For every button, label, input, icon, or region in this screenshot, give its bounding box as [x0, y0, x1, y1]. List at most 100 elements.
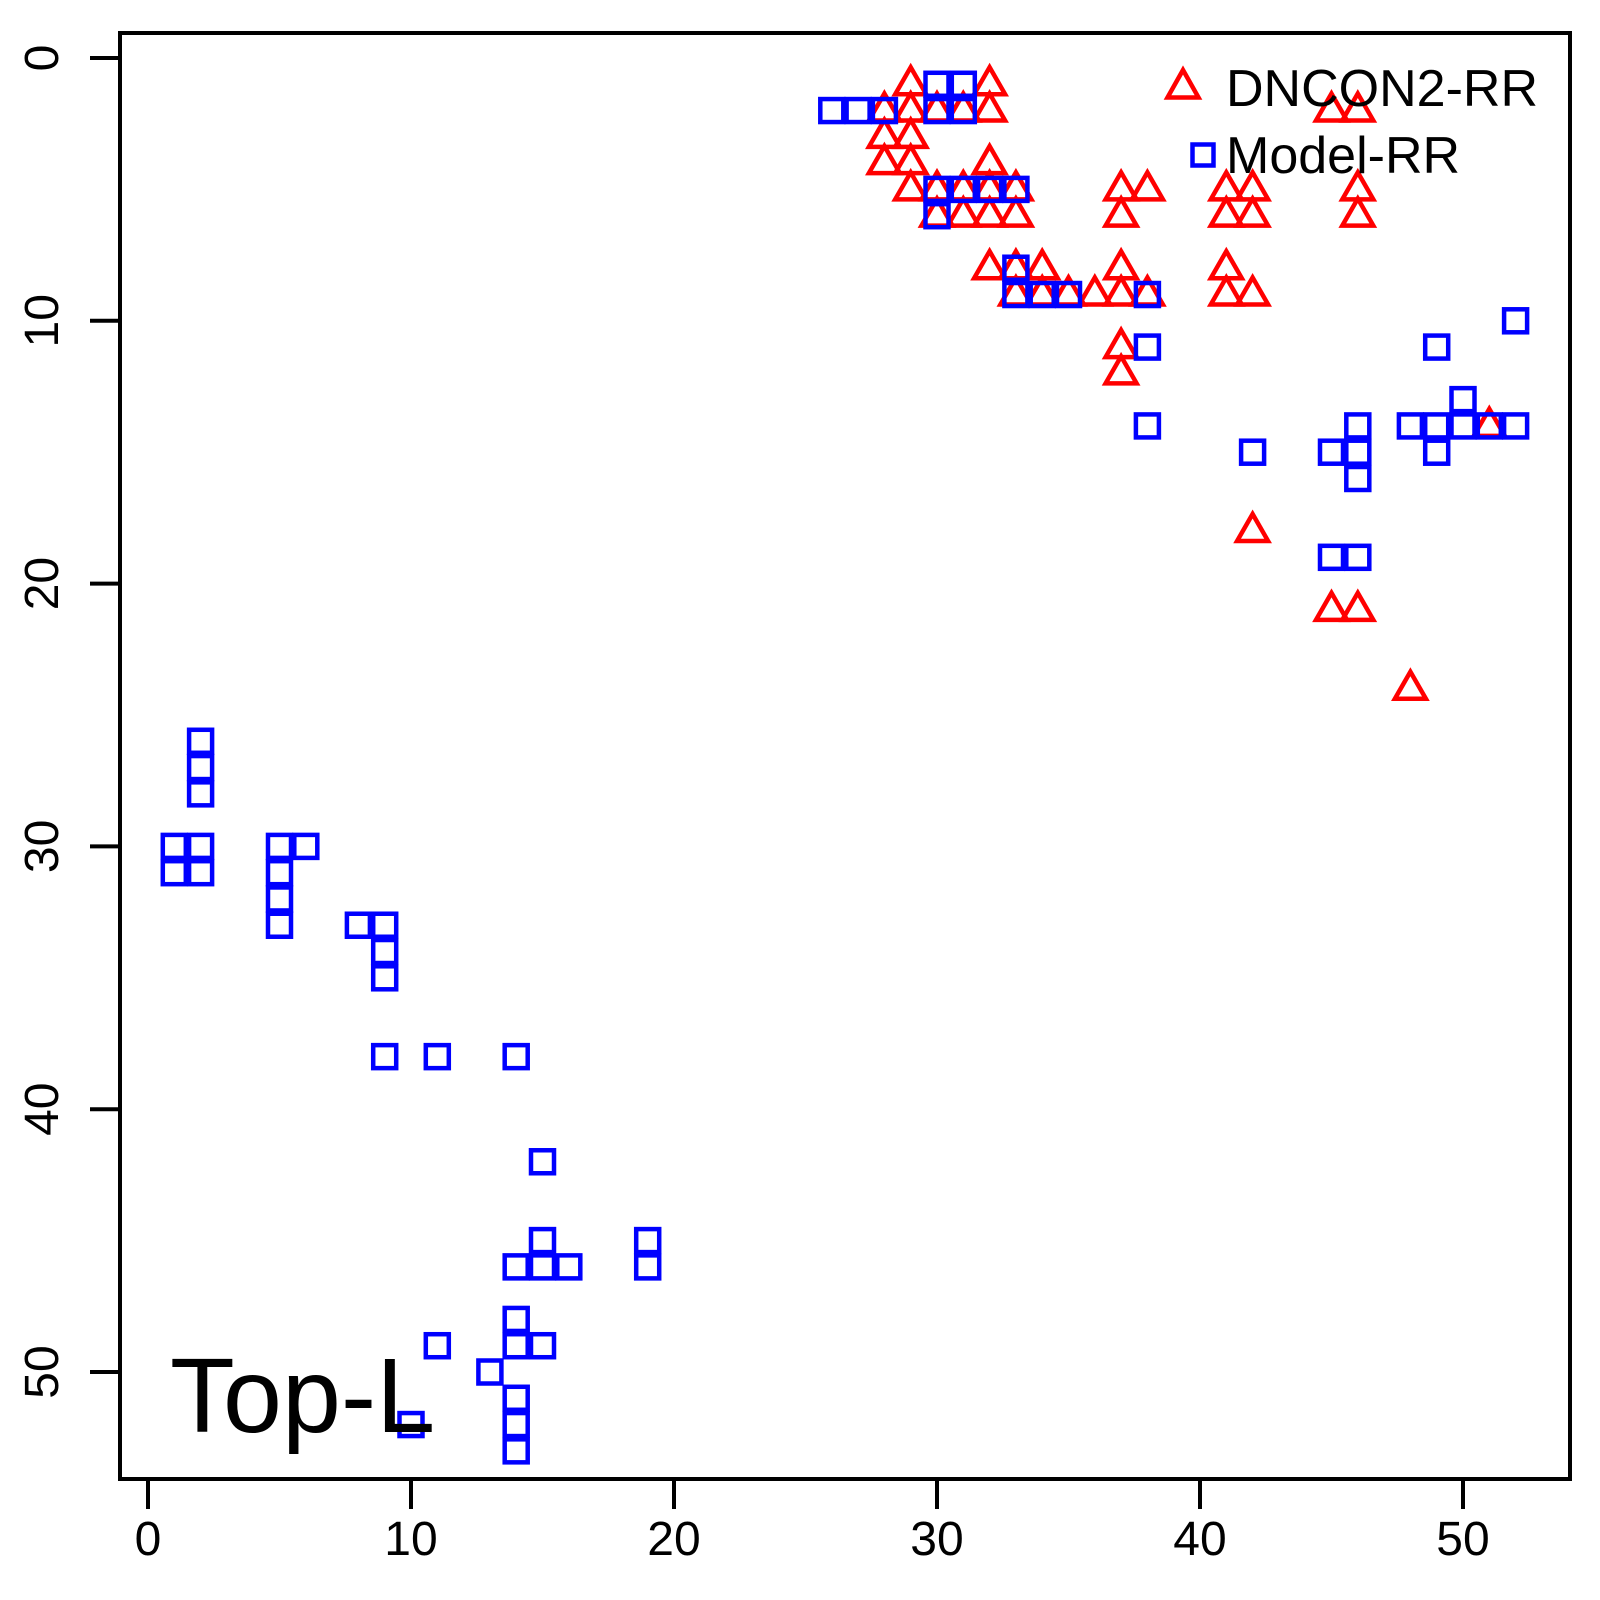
triangle-marker [1101, 194, 1141, 228]
square-marker [1028, 280, 1056, 309]
square-marker [423, 1331, 452, 1360]
square-marker [1002, 175, 1030, 204]
square-marker [555, 1253, 583, 1281]
square-marker [923, 70, 951, 99]
square-marker [949, 70, 978, 99]
square-marker [633, 1226, 662, 1255]
square-marker [528, 1331, 557, 1360]
triangle-marker [891, 167, 931, 202]
series-model-rr [160, 70, 1530, 1465]
x-tick-label: 30 [910, 1513, 963, 1566]
square-marker [502, 1437, 530, 1465]
square-marker [1002, 254, 1030, 282]
square-marker [344, 911, 373, 939]
square-marker [502, 1253, 530, 1281]
triangle-marker [1233, 273, 1272, 307]
square-marker [870, 96, 899, 125]
square-marker [528, 1226, 557, 1255]
triangle-marker [1206, 273, 1246, 307]
square-marker [1449, 385, 1477, 414]
square-marker [370, 1042, 399, 1071]
triangle-marker [996, 194, 1036, 228]
square-marker [923, 201, 951, 230]
square-marker [370, 911, 399, 939]
square-marker [1133, 280, 1162, 309]
square-marker [1422, 438, 1451, 466]
square-marker [160, 858, 189, 887]
square-marker [1501, 412, 1530, 440]
legend-label-dncon2: DNCON2-RR [1226, 60, 1538, 118]
square-marker [476, 1358, 504, 1386]
x-tick-label: 10 [384, 1513, 437, 1566]
triangle-marker [1101, 273, 1141, 307]
square-marker [949, 96, 978, 125]
triangle-marker [1338, 588, 1378, 623]
triangle-marker [970, 89, 1009, 123]
square-marker [186, 780, 215, 808]
triangle-marker [1312, 89, 1351, 123]
x-tick-label: 50 [1436, 1513, 1489, 1566]
y-axis: 0 10 20 30 40 50 [16, 45, 120, 1399]
square-marker [1422, 412, 1451, 440]
square-marker [397, 1410, 425, 1439]
triangle-marker [970, 194, 1009, 228]
square-marker [1238, 438, 1267, 466]
square-marker [1317, 438, 1346, 466]
triangle-marker [1391, 667, 1430, 701]
legend-triangle-icon [1163, 65, 1203, 100]
square-marker [186, 832, 215, 861]
triangle-marker [970, 246, 1009, 281]
triangle-marker [1233, 509, 1272, 544]
y-tick-label: 0 [16, 45, 69, 72]
y-tick-label: 20 [16, 557, 69, 610]
square-marker [633, 1253, 662, 1281]
square-marker [423, 1042, 452, 1071]
triangle-marker [1206, 194, 1246, 228]
x-tick-label: 20 [647, 1513, 700, 1566]
square-marker [528, 1253, 557, 1281]
square-marker [923, 96, 951, 125]
triangle-marker [1312, 588, 1351, 623]
square-marker [370, 937, 399, 966]
square-marker [186, 727, 215, 756]
square-marker [265, 911, 294, 939]
square-marker [923, 175, 951, 204]
square-marker [1475, 412, 1504, 440]
square-marker [1344, 543, 1372, 572]
square-marker [265, 885, 294, 913]
square-marker [502, 1042, 530, 1071]
square-marker [1501, 307, 1530, 335]
triangle-marker [1338, 89, 1378, 123]
square-marker [975, 175, 1004, 204]
triangle-marker [1075, 273, 1115, 307]
x-tick-label: 0 [135, 1513, 162, 1566]
triangle-marker [943, 194, 983, 228]
triangle-marker [1233, 194, 1272, 228]
square-marker [1002, 280, 1030, 309]
square-marker [265, 832, 294, 861]
square-marker [186, 858, 215, 887]
triangle-marker [1338, 194, 1378, 228]
square-marker [1396, 412, 1425, 440]
y-tick-label: 40 [16, 1083, 69, 1136]
square-marker [502, 1410, 530, 1439]
y-tick-label: 10 [16, 294, 69, 347]
square-marker [502, 1384, 530, 1413]
legend-label-model: Model-RR [1226, 127, 1460, 185]
square-marker [1344, 412, 1372, 440]
legend: DNCON2-RR Model-RR [1163, 60, 1538, 185]
square-marker [265, 858, 294, 887]
square-marker [370, 964, 399, 992]
y-tick-label: 30 [16, 820, 69, 873]
square-marker [502, 1331, 530, 1360]
square-marker [1317, 543, 1346, 572]
square-marker [1344, 438, 1372, 466]
plot-box [118, 31, 1572, 1481]
square-marker [1422, 333, 1451, 361]
square-marker [1054, 280, 1083, 309]
square-marker [1133, 412, 1162, 440]
y-tick-label: 50 [16, 1345, 69, 1398]
square-marker [1344, 464, 1372, 493]
